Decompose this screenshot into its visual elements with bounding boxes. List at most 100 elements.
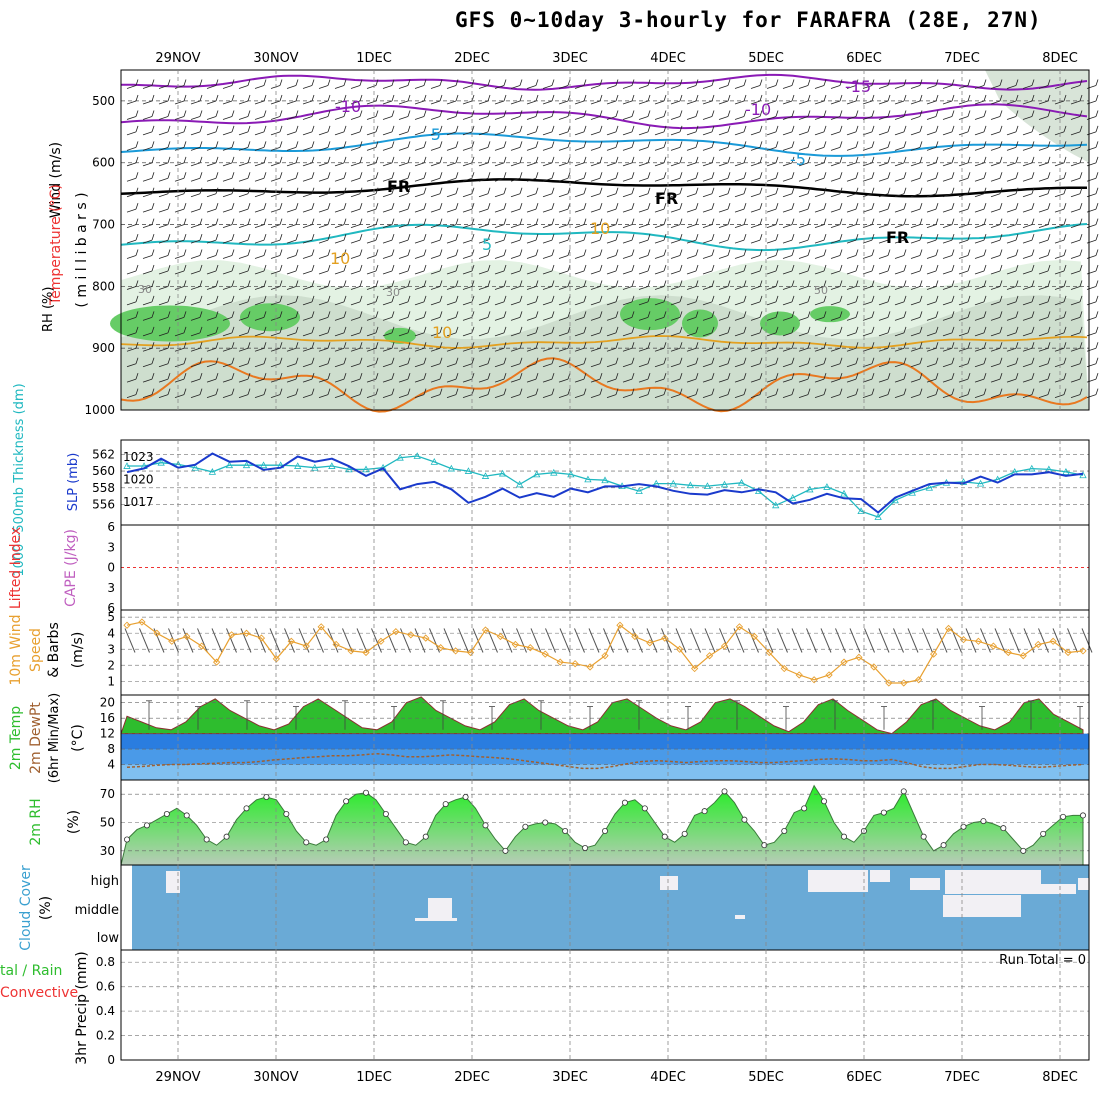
upper-wind-barb xyxy=(910,85,921,89)
upper-wind-barb xyxy=(158,301,169,306)
upper-wind-barb-flag xyxy=(727,141,731,148)
upper-wind-barb-flag xyxy=(695,264,699,272)
upper-wind-barb-flag xyxy=(951,187,955,194)
wind10-barb xyxy=(661,628,672,653)
upper-wind-barb xyxy=(990,208,1001,213)
upper-wind-barb-flag xyxy=(391,110,395,117)
upper-wind-barb xyxy=(206,286,217,290)
upper-wind-barb xyxy=(254,363,265,368)
upper-wind-barb xyxy=(1006,224,1017,229)
upper-wind-barb xyxy=(366,162,377,167)
upper-wind-barb xyxy=(942,255,953,259)
upper-wind-barb-flag xyxy=(615,156,619,163)
upper-wind-barb-flag xyxy=(583,172,587,179)
upper-wind-barb-flag xyxy=(679,264,683,272)
upper-wind-barb-flag xyxy=(743,79,747,86)
upper-wind-barb xyxy=(782,286,793,290)
wind10-speed-point xyxy=(198,642,206,650)
upper-wind-barb xyxy=(638,193,649,198)
upper-wind-barb-flag xyxy=(519,125,523,133)
upper-wind-barb xyxy=(782,301,793,306)
upper-wind-barb xyxy=(926,316,937,321)
wind10-barb xyxy=(603,628,614,653)
upper-wind-barb-flag xyxy=(343,326,347,333)
upper-wind-barb xyxy=(830,146,841,151)
upper-wind-barb xyxy=(862,270,873,275)
upper-wind-barb-flag xyxy=(1047,249,1051,256)
upper-wind-barb xyxy=(942,100,953,105)
upper-wind-barb xyxy=(302,162,313,167)
upper-wind-barb xyxy=(494,378,505,383)
upper-wind-barb xyxy=(1038,116,1049,120)
upper-wind-barb xyxy=(142,177,153,182)
upper-unit-label: ( m i l l i b a r s ) xyxy=(74,192,90,307)
upper-wind-barb-flag xyxy=(679,94,683,102)
upper-wind-barb xyxy=(302,394,313,399)
upper-wind-barb xyxy=(846,116,857,120)
upper-wind-barb xyxy=(622,208,633,213)
upper-wind-barb-flag xyxy=(1095,110,1099,117)
upper-wind-barb xyxy=(446,100,457,105)
upper-wind-barb-flag xyxy=(311,110,315,117)
upper-wind-barb-flag xyxy=(903,218,907,225)
upper-wind-barb-flag xyxy=(423,233,427,241)
upper-wind-barb xyxy=(174,224,185,229)
upper-wind-barb-flag xyxy=(1031,110,1035,117)
upper-wind-barb xyxy=(238,100,249,105)
upper-wind-barb xyxy=(766,286,777,290)
upper-wind-barb-flag xyxy=(471,141,475,148)
upper-wind-barb xyxy=(1022,100,1033,105)
upper-wind-barb-flag xyxy=(1063,110,1067,117)
upper-wind-barb xyxy=(1070,301,1081,306)
upper-wind-barb xyxy=(286,224,297,229)
rh-point xyxy=(920,833,927,840)
upper-wind-barb xyxy=(1022,131,1033,136)
upper-wind-barb-flag xyxy=(311,264,315,272)
upper-wind-barb xyxy=(1054,332,1065,337)
upper-wind-barb xyxy=(1054,146,1065,151)
upper-wind-barb xyxy=(446,193,457,198)
upper-wind-barb xyxy=(702,286,713,290)
upper-wind-barb xyxy=(574,347,585,352)
upper-wind-barb xyxy=(350,131,361,136)
upper-wind-barb-flag xyxy=(455,373,459,380)
upper-wind-barb xyxy=(302,270,313,275)
upper-wind-barb-flag xyxy=(647,141,651,148)
upper-wind-barb xyxy=(686,208,697,213)
rh-point xyxy=(482,822,489,829)
upper-wind-barb xyxy=(702,270,713,275)
upper-wind-barb xyxy=(702,347,713,352)
upper-wind-barb-flag xyxy=(279,172,283,179)
upper-wind-barb xyxy=(318,255,329,259)
upper-wind-barb xyxy=(302,332,313,337)
upper-wind-barb-flag xyxy=(775,141,779,148)
upper-wind-barb xyxy=(222,332,233,337)
upper-wind-barb-flag xyxy=(487,218,491,225)
upper-wind-barb-flag xyxy=(727,264,731,272)
wind10-barb xyxy=(385,628,397,653)
upper-wind-barb-flag xyxy=(855,342,859,349)
upper-wind-barb-flag xyxy=(263,326,267,333)
upper-wind-barb-flag xyxy=(167,264,171,272)
upper-wind-barb xyxy=(750,85,761,89)
upper-wind-barb xyxy=(446,85,457,89)
upper-wind-barb-flag xyxy=(311,94,315,102)
upper-wind-barb-flag xyxy=(935,342,939,349)
upper-wind-barb xyxy=(878,208,889,213)
upper-wind-barb-flag xyxy=(695,295,699,303)
upper-wind-barb-flag xyxy=(711,280,715,287)
upper-wind-barb-flag xyxy=(647,357,651,364)
upper-wind-barb-flag xyxy=(1031,187,1035,194)
upper-wind-barb-flag xyxy=(647,79,651,86)
wind10-speed-point xyxy=(407,631,415,639)
date-label-bottom: 4DEC xyxy=(650,1070,686,1085)
upper-wind-barb xyxy=(350,193,361,198)
upper-wind-barb-flag xyxy=(231,326,235,333)
upper-wind-barb xyxy=(974,316,985,321)
upper-wind-barb-flag xyxy=(759,311,763,318)
upper-wind-barb-flag xyxy=(743,203,747,210)
wind10-speed-point xyxy=(183,632,191,641)
upper-wind-barb-flag xyxy=(151,172,155,179)
upper-wind-barb-flag xyxy=(327,110,331,117)
upper-wind-barb xyxy=(270,270,281,275)
